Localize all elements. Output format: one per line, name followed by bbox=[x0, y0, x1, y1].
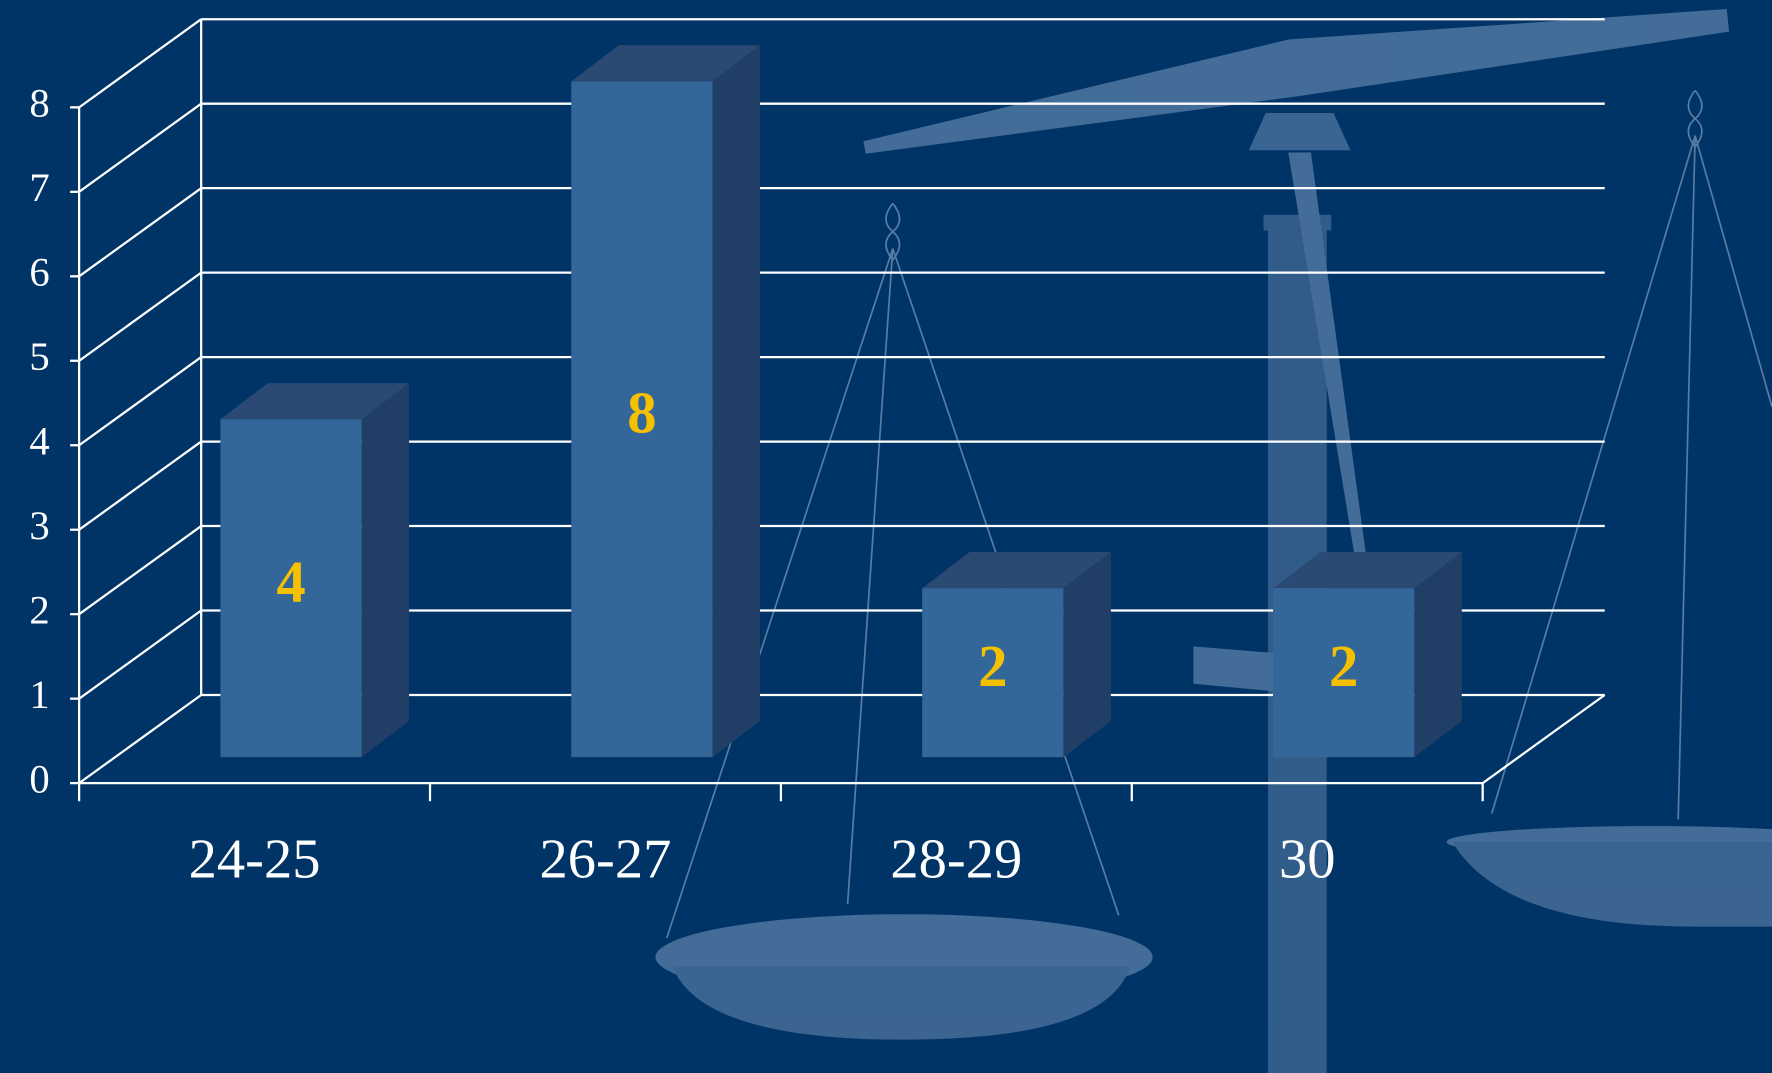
bar-top bbox=[220, 383, 410, 420]
y-tick-label: 6 bbox=[29, 250, 49, 295]
grid-line bbox=[78, 102, 202, 193]
y-tick-label: 7 bbox=[29, 165, 49, 210]
y-tick-label: 8 bbox=[29, 81, 49, 126]
y-tick-label: 2 bbox=[29, 588, 49, 633]
grid-line bbox=[78, 694, 202, 785]
bar bbox=[1273, 588, 1415, 758]
x-tick-label: 30 bbox=[1279, 828, 1335, 890]
value-label: 2 bbox=[1329, 634, 1358, 699]
bar-side bbox=[1063, 552, 1111, 758]
x-tick-label: 28-29 bbox=[890, 828, 1022, 890]
grid-line bbox=[78, 440, 202, 531]
bar-side bbox=[1414, 552, 1462, 758]
value-label: 4 bbox=[276, 550, 305, 615]
bar-top bbox=[1273, 552, 1462, 589]
x-tick-label: 26-27 bbox=[540, 828, 672, 890]
grid-line bbox=[78, 356, 202, 447]
bar-side bbox=[361, 383, 410, 758]
y-tick-label: 5 bbox=[29, 334, 49, 379]
grid-line bbox=[78, 18, 202, 109]
plot-area: 0 1 2 3 4 5 6 7 8 24-25 4 26-27 8 28-29 2 30 2 bbox=[29, 18, 1606, 890]
grid-line bbox=[78, 609, 202, 700]
value-label: 8 bbox=[627, 381, 656, 446]
y-tick-label: 0 bbox=[29, 756, 49, 801]
bar-top bbox=[922, 552, 1111, 589]
bar bbox=[220, 419, 362, 758]
y-tick-label: 3 bbox=[29, 503, 49, 548]
grid-line bbox=[78, 525, 202, 616]
bar bbox=[922, 588, 1064, 758]
bar bbox=[571, 81, 713, 758]
grid-line bbox=[78, 271, 202, 362]
x-tick-label: 24-25 bbox=[189, 828, 321, 890]
y-tick-label: 4 bbox=[29, 419, 49, 464]
y-tick-label: 1 bbox=[29, 672, 49, 717]
bar-top bbox=[571, 45, 760, 82]
grid-line bbox=[78, 187, 202, 278]
value-label: 2 bbox=[978, 634, 1007, 699]
bar-side bbox=[712, 45, 760, 758]
scale-illustration bbox=[655, 9, 1772, 1073]
